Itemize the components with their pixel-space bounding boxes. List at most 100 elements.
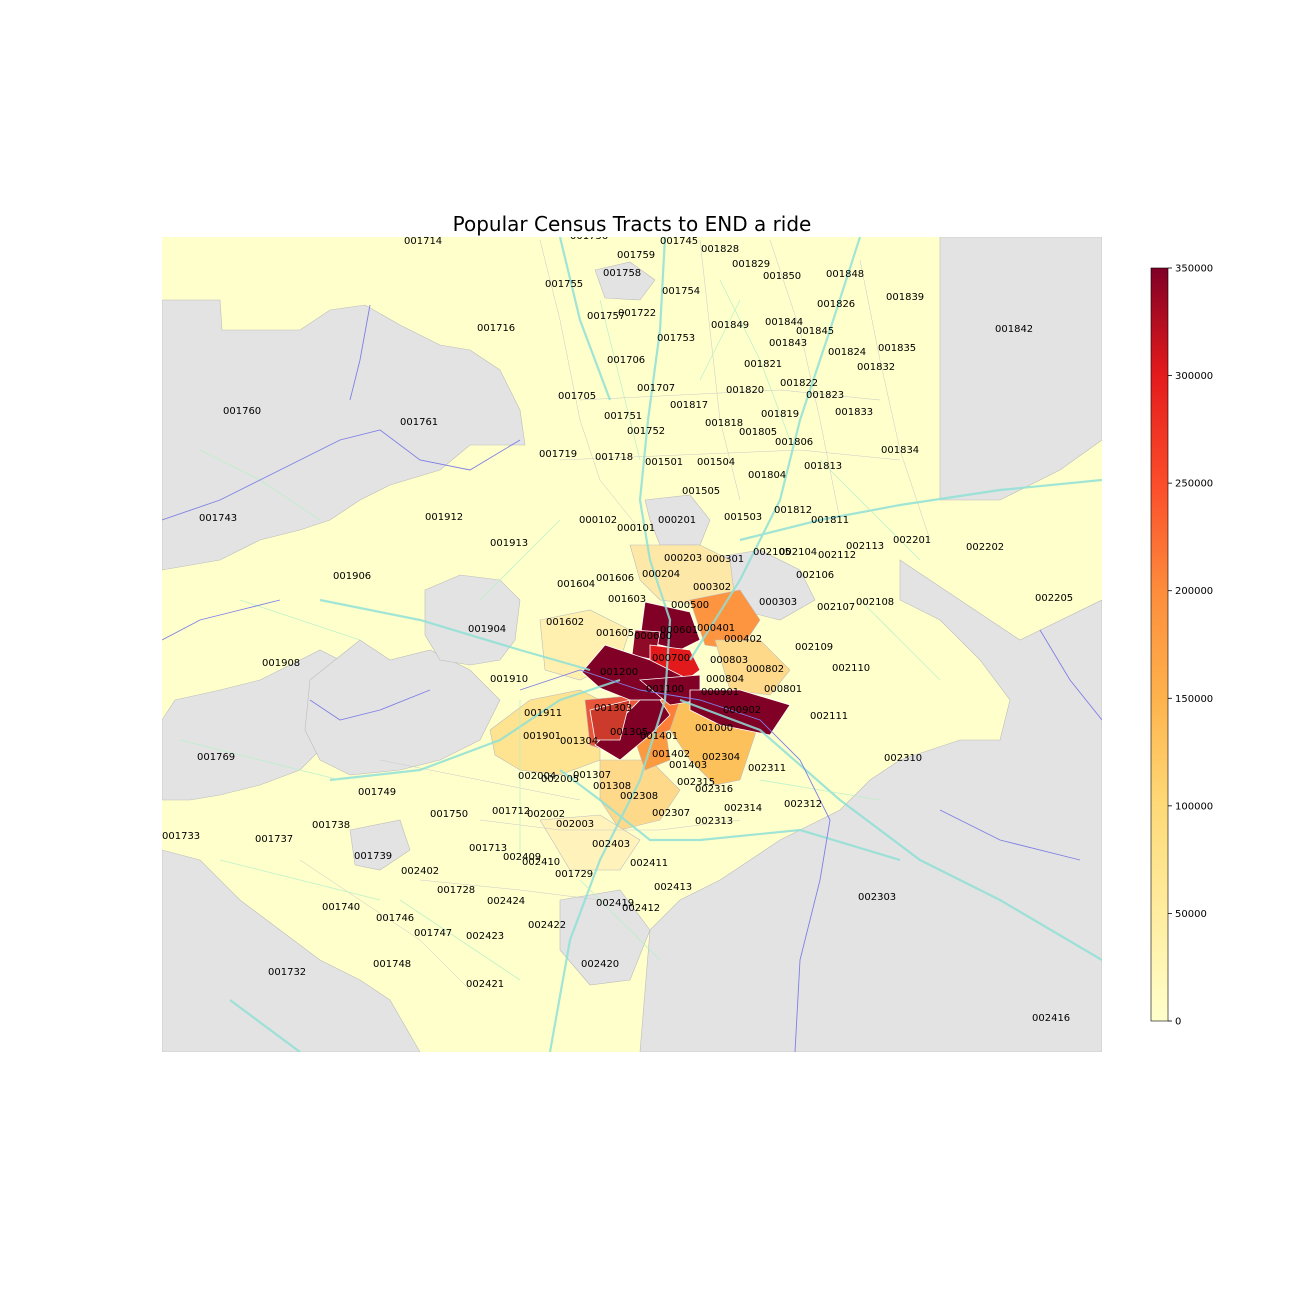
tract-label-002303: 002303: [858, 892, 896, 903]
tract-label-001812: 001812: [774, 505, 812, 516]
tract-label-001813: 001813: [804, 461, 842, 472]
tract-label-000601: 000601: [660, 625, 698, 636]
tract-label-000700: 000700: [652, 653, 690, 664]
tract-label-001753: 001753: [657, 333, 695, 344]
tract-label-001804: 001804: [748, 470, 786, 481]
tract-label-001738: 001738: [312, 820, 350, 831]
tract-label-001757: 001757: [587, 311, 625, 322]
tract-label-000600: 000600: [634, 631, 672, 642]
tract-label-001832: 001832: [857, 362, 895, 373]
tract-label-002413: 002413: [654, 882, 692, 893]
tract-label-002315: 002315: [677, 777, 715, 788]
tract-label-001820: 001820: [726, 385, 764, 396]
tract-label-002201: 002201: [893, 535, 931, 546]
tract-label-001910: 001910: [490, 674, 528, 685]
colorbar-tick-label: 200000: [1175, 586, 1213, 597]
tract-label-002003: 002003: [556, 819, 594, 830]
tract-label-001308: 001308: [593, 781, 631, 792]
tract-label-001719: 001719: [539, 449, 577, 460]
tract-label-001769: 001769: [197, 752, 235, 763]
tract-label-002308: 002308: [620, 791, 658, 802]
tract-label-001839: 001839: [886, 292, 924, 303]
tract-label-002423: 002423: [466, 931, 504, 942]
tract-label-000203: 000203: [664, 553, 702, 564]
tract-label-002005: 002005: [541, 774, 579, 785]
tract-label-001743: 001743: [199, 513, 237, 524]
tract-label-001817: 001817: [670, 400, 708, 411]
tract-label-001606: 001606: [596, 573, 634, 584]
map-title: Popular Census Tracts to END a ride: [452, 212, 812, 236]
tract-label-001834: 001834: [881, 445, 919, 456]
tract-label-002420: 002420: [581, 959, 619, 970]
tract-label-001501: 001501: [645, 457, 683, 468]
tract-label-002316: 002316: [695, 784, 733, 795]
tract-label-002314: 002314: [724, 803, 762, 814]
tract-label-001756: 001756: [570, 231, 608, 242]
tract-label-001403: 001403: [669, 760, 707, 771]
tract-label-000401: 000401: [697, 623, 735, 634]
tract-label-001705: 001705: [558, 391, 596, 402]
tract-label-001848: 001848: [826, 269, 864, 280]
tract-label-001904: 001904: [468, 624, 506, 635]
tract-label-002402: 002402: [401, 866, 439, 877]
tract-label-001752: 001752: [627, 426, 665, 437]
tract-label-001746: 001746: [376, 913, 414, 924]
tract-label-002422: 002422: [528, 920, 566, 931]
tract-label-001745: 001745: [660, 236, 698, 247]
tract-label-001843: 001843: [769, 338, 807, 349]
tract-label-001822: 001822: [780, 378, 818, 389]
tract-label-001811: 001811: [811, 515, 849, 526]
tract-label-001913: 001913: [490, 538, 528, 549]
tract-label-001401: 001401: [640, 731, 678, 742]
colorbar-tick-label: 300000: [1175, 371, 1213, 382]
colorbar-gradient: [1150, 267, 1169, 1022]
colorbar-tick-label: 250000: [1175, 479, 1213, 490]
tract-label-001845: 001845: [796, 326, 834, 337]
tract-label-002403: 002403: [592, 839, 630, 850]
tract-label-001829: 001829: [732, 259, 770, 270]
tract-label-001712: 001712: [492, 806, 530, 817]
colorbar-tick-label: 0: [1175, 1017, 1181, 1028]
tract-label-001505: 001505: [682, 486, 720, 497]
tract-label-001912: 001912: [425, 512, 463, 523]
tract-label-001748: 001748: [373, 959, 411, 970]
tract-label-002312: 002312: [784, 799, 822, 810]
tract-label-000801: 000801: [764, 684, 802, 695]
tract-label-001849: 001849: [711, 320, 749, 331]
tract-label-002113: 002113: [846, 541, 884, 552]
tract-label-001754: 001754: [662, 286, 700, 297]
tract-label-002002: 002002: [527, 809, 565, 820]
tract-label-000803: 000803: [710, 655, 748, 666]
colorbar-ticks: 0 50000 100000 150000 200000 250000 300000 3500…: [1168, 264, 1213, 1028]
waterways: [162, 304, 1102, 1052]
tract-label-002421: 002421: [466, 979, 504, 990]
tract-label-001706: 001706: [607, 355, 645, 366]
tract-label-002409: 002409: [503, 852, 541, 863]
tract-label-002111: 002111: [810, 711, 848, 722]
tract-label-001740: 001740: [322, 902, 360, 913]
tract-label-001760: 001760: [223, 406, 261, 417]
tract-label-001806: 001806: [775, 437, 813, 448]
tract-label-001305: 001305: [610, 727, 648, 738]
colorbar-tick-label: 50000: [1175, 909, 1207, 920]
minor-streets: [179, 279, 941, 981]
tract-label-002310: 002310: [884, 753, 922, 764]
tract-label-000901: 000901: [701, 687, 739, 698]
tract-label-001758: 001758: [603, 268, 641, 279]
tract-label-001716: 001716: [477, 323, 515, 334]
tract-label-001303: 001303: [594, 703, 632, 714]
tract-label-001824: 001824: [828, 347, 866, 358]
tract-label-000201: 000201: [658, 515, 696, 526]
tract-label-002416: 002416: [1032, 1013, 1070, 1024]
colorbar-tick-label: 350000: [1175, 264, 1213, 275]
tract-label-002412: 002412: [622, 903, 660, 914]
tract-label-002004: 002004: [518, 771, 556, 782]
tract-label-001901: 001901: [523, 731, 561, 742]
tract-label-001911: 001911: [524, 708, 562, 719]
tract-label-000204: 000204: [642, 569, 680, 580]
tract-label-000902: 000902: [723, 705, 761, 716]
tract-label-001906: 001906: [333, 571, 371, 582]
tract-label-001844: 001844: [765, 317, 803, 328]
